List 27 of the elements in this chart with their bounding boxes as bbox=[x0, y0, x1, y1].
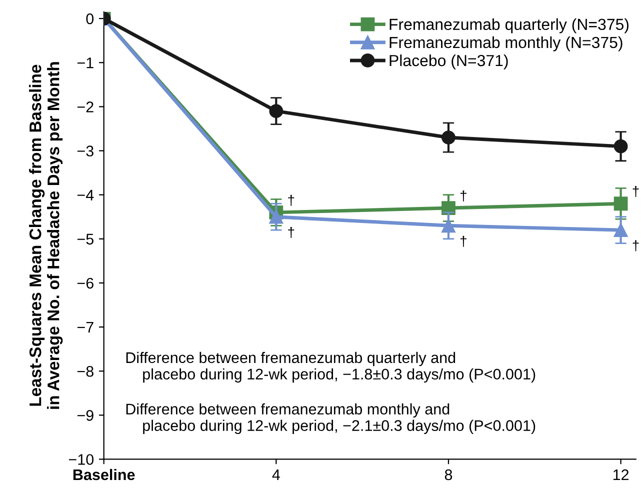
annotation: † bbox=[460, 236, 466, 247]
y-tick-label: −3 bbox=[77, 146, 94, 156]
legend-label: Placebo (N=371) bbox=[390, 54, 508, 70]
y-tick-label: −8 bbox=[77, 366, 94, 377]
legend-label: Fremanezumab quarterly (N=375) bbox=[390, 18, 629, 34]
annotation: † bbox=[632, 186, 639, 198]
annotation: † bbox=[288, 194, 294, 206]
x-tick-label: Baseline bbox=[73, 468, 135, 480]
x-tick-label: 8 bbox=[444, 469, 452, 480]
legend-label: Fremanezumab monthly (N=375) bbox=[390, 36, 622, 52]
y-tick-label: −9 bbox=[77, 410, 94, 421]
annotation: Difference between fremanezumab quarterly and placebo during 12-wk period, −1.8±0.3 days/mo (P<0.001) bbox=[126, 352, 536, 383]
y-tick-label: −1 bbox=[77, 58, 94, 68]
y-tick-label: −7 bbox=[77, 322, 94, 333]
y-tick-label: −10 bbox=[68, 454, 94, 465]
annotation: Difference between fremanezumab monthly and placebo during 12-wk period, −2.1±0.3 days/mo (P<0.001) bbox=[126, 403, 536, 434]
y-tick-label: −6 bbox=[77, 278, 94, 289]
x-tick-label: 12 bbox=[613, 469, 629, 480]
y-axis-title: Least-Squares Mean Change from Baseline in Average No. of Headache Days per Month bbox=[29, 62, 63, 409]
annotation: † bbox=[632, 240, 639, 252]
y-tick-label: 0 bbox=[86, 13, 94, 24]
annotation: † bbox=[288, 227, 294, 238]
y-tick-label: −5 bbox=[77, 234, 94, 245]
x-tick-label: 4 bbox=[272, 470, 280, 480]
y-tick-label: −2 bbox=[77, 102, 94, 112]
annotation: † bbox=[460, 190, 466, 202]
y-tick-label: −4 bbox=[77, 190, 94, 200]
